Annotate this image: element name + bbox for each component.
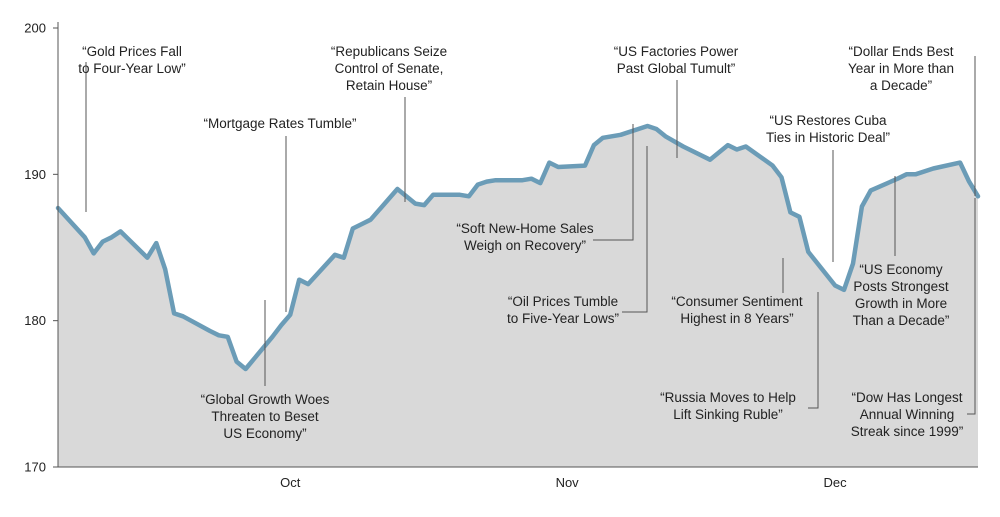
annotation: “Russia Moves to Help Lift Sinking Ruble” bbox=[660, 292, 819, 422]
annotation-text-line: Lift Sinking Ruble” bbox=[673, 407, 783, 422]
y-tick-label: 180 bbox=[24, 313, 46, 328]
x-tick-label: Nov bbox=[556, 475, 580, 490]
annotation-leader-line bbox=[967, 198, 976, 415]
annotation-text-line: Growth in More bbox=[855, 296, 947, 311]
annotation-text-line: Highest in 8 Years” bbox=[680, 311, 793, 326]
annotation-text-line: US Economy” bbox=[223, 426, 306, 441]
annotation-text-line: “Global Growth Woes bbox=[201, 392, 330, 407]
annotation: “Gold Prices Fall to Four-Year Low” bbox=[78, 44, 186, 212]
annotation: “Dollar Ends Best Year in More than a Deca… bbox=[848, 44, 976, 196]
x-tick-label: Oct bbox=[280, 475, 301, 490]
annotation-leader-line bbox=[808, 292, 819, 409]
annotation-text-line: “Gold Prices Fall bbox=[82, 44, 182, 59]
annotation-text-line: Retain House” bbox=[346, 78, 432, 93]
annotation: “Dow Has Longest Annual Winning Streak sin… bbox=[851, 198, 976, 439]
annotation: “Oil Prices Tumble to Five-Year Lows” bbox=[507, 146, 648, 326]
annotation-text-line: “Oil Prices Tumble bbox=[508, 294, 618, 309]
annotation-leader-line bbox=[593, 124, 634, 241]
annotation-text-line: “Dollar Ends Best bbox=[848, 44, 953, 59]
annotations: “Gold Prices Fall to Four-Year Low” “Mortg… bbox=[78, 44, 976, 441]
annotation-text-line: a Decade” bbox=[870, 78, 932, 93]
annotation: “Consumer Sentiment Highest in 8 Years” bbox=[671, 258, 803, 326]
annotation-text-line: to Four-Year Low” bbox=[78, 61, 186, 76]
annotation-text-line: Past Global Tumult” bbox=[617, 61, 736, 76]
annotation-text-line: to Five-Year Lows” bbox=[507, 311, 619, 326]
annotation-text-line: Threaten to Beset bbox=[211, 409, 319, 424]
annotation-text-line: “US Factories Power bbox=[614, 44, 739, 59]
axes: 170 180 190 200 Oct Nov Dec bbox=[24, 21, 978, 490]
annotation-text-line: “Russia Moves to Help bbox=[660, 390, 796, 405]
y-tick-label: 170 bbox=[24, 460, 46, 475]
annotation-text-line: “US Restores Cuba bbox=[769, 113, 887, 128]
y-tick-label: 190 bbox=[24, 167, 46, 182]
annotation-text-line: Year in More than bbox=[848, 61, 954, 76]
annotation-text-line: “Republicans Seize bbox=[331, 44, 447, 59]
annotation-text-line: Weigh on Recovery” bbox=[464, 238, 586, 253]
annotation: “US Restores Cuba Ties in Historic Deal” bbox=[766, 113, 890, 262]
annotation: “US Economy Posts Strongest Growth in More… bbox=[853, 176, 950, 328]
x-tick-label: Dec bbox=[824, 475, 848, 490]
annotation: “Republicans Seize Control of Senate, Reta… bbox=[331, 44, 447, 202]
plot-area bbox=[55, 123, 981, 467]
annotation-text-line: “Mortgage Rates Tumble” bbox=[203, 116, 356, 131]
annotation-text-line: Posts Strongest bbox=[853, 279, 949, 294]
annotation-text-line: “Dow Has Longest bbox=[851, 390, 962, 405]
annotation-text-line: Ties in Historic Deal” bbox=[766, 130, 890, 145]
annotation-text-line: “Soft New-Home Sales bbox=[456, 221, 594, 236]
y-tick-label: 200 bbox=[24, 21, 46, 36]
area-fill bbox=[58, 126, 978, 467]
annotation-leader-line bbox=[622, 146, 648, 313]
annotation: “Global Growth Woes Threaten to Beset US E… bbox=[201, 300, 330, 441]
annotation-text-line: Control of Senate, bbox=[335, 61, 444, 76]
annotation-text-line: “US Economy bbox=[859, 262, 943, 277]
annotation: “Soft New-Home Sales Weigh on Recovery” bbox=[456, 124, 634, 253]
annotation-text-line: Than a Decade” bbox=[853, 313, 950, 328]
price-line bbox=[55, 123, 981, 372]
annotation: “US Factories Power Past Global Tumult” bbox=[614, 44, 739, 158]
annotation-text-line: Streak since 1999” bbox=[851, 424, 964, 439]
annotation: “Mortgage Rates Tumble” bbox=[203, 116, 357, 312]
annotation-text-line: Annual Winning bbox=[860, 407, 955, 422]
annotation-text-line: “Consumer Sentiment bbox=[671, 294, 803, 309]
